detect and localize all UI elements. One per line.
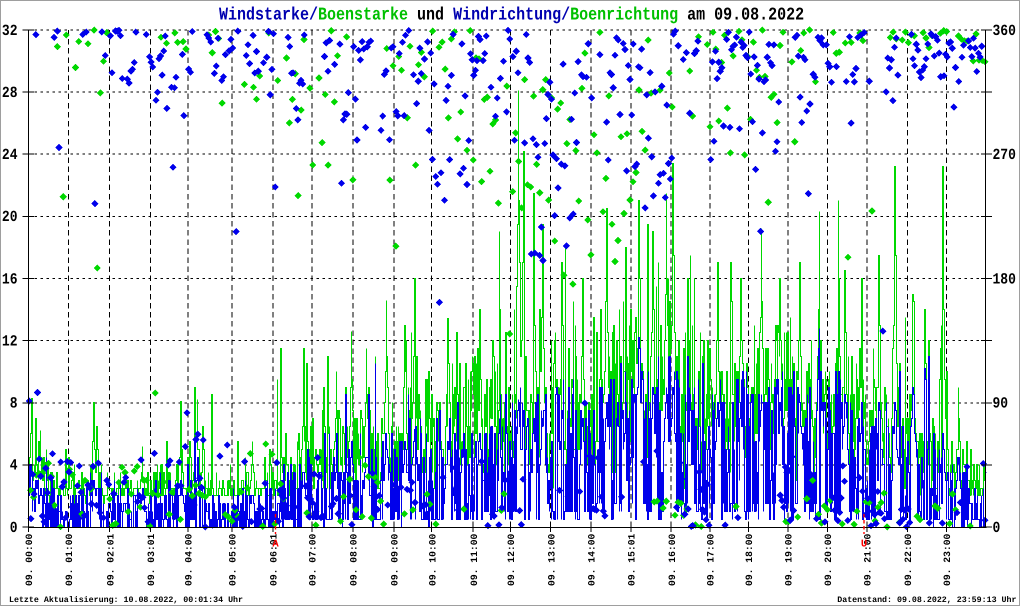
svg-text:20: 20 bbox=[2, 208, 18, 226]
svg-text:12: 12 bbox=[2, 332, 18, 350]
svg-text:Datenstand: 09.08.2022, 23:59:: Datenstand: 09.08.2022, 23:59:13 Uhr bbox=[837, 595, 1016, 605]
svg-text:32: 32 bbox=[2, 22, 18, 40]
svg-text:Windstarke/Boenstarke und Wind: Windstarke/Boenstarke und Windrichtung/B… bbox=[219, 5, 804, 25]
svg-text:0: 0 bbox=[993, 519, 1001, 537]
svg-text:24: 24 bbox=[2, 146, 18, 164]
svg-text:09. 12:00: 09. 12:00 bbox=[506, 533, 517, 586]
svg-text:16: 16 bbox=[2, 270, 18, 288]
svg-text:09. 17:00: 09. 17:00 bbox=[706, 533, 717, 586]
svg-text:09. 18:00: 09. 18:00 bbox=[744, 533, 755, 586]
svg-text:09. 10:00: 09. 10:00 bbox=[427, 533, 438, 586]
svg-text:0: 0 bbox=[10, 519, 18, 537]
svg-text:A: A bbox=[272, 539, 279, 551]
svg-text:4: 4 bbox=[10, 457, 18, 475]
svg-text:09. 13:00: 09. 13:00 bbox=[546, 533, 557, 586]
svg-text:09. 09:00: 09. 09:00 bbox=[390, 533, 401, 586]
svg-text:Letzte Aktualisierung: 10.08.2: Letzte Aktualisierung: 10.08.2022, 00:01… bbox=[9, 595, 243, 605]
svg-text:09. 01:00: 09. 01:00 bbox=[64, 533, 75, 586]
svg-text:09. 06:01: 09. 06:01 bbox=[269, 533, 280, 586]
svg-text:09. 11:00: 09. 11:00 bbox=[469, 533, 480, 586]
svg-text:09. 19:00: 09. 19:00 bbox=[784, 533, 795, 586]
svg-text:09. 23:00: 09. 23:00 bbox=[942, 533, 953, 586]
svg-text:270: 270 bbox=[993, 146, 1017, 164]
svg-text:28: 28 bbox=[2, 84, 18, 102]
svg-text:09. 00:00: 09. 00:00 bbox=[24, 533, 35, 586]
svg-text:U: U bbox=[861, 539, 867, 551]
svg-text:09. 15:01: 09. 15:01 bbox=[627, 533, 638, 586]
svg-text:09. 16:00: 09. 16:00 bbox=[667, 533, 678, 586]
svg-text:09. 21:00: 09. 21:00 bbox=[863, 533, 874, 586]
svg-text:09. 05:00: 09. 05:00 bbox=[228, 533, 239, 586]
svg-text:8: 8 bbox=[10, 394, 18, 412]
svg-text:09. 04:00: 09. 04:00 bbox=[184, 533, 195, 586]
svg-text:360: 360 bbox=[993, 22, 1017, 40]
svg-text:09. 20:00: 09. 20:00 bbox=[823, 533, 834, 586]
svg-text:09. 08:00: 09. 08:00 bbox=[349, 533, 360, 586]
svg-text:09. 22:00: 09. 22:00 bbox=[903, 533, 914, 586]
svg-text:09. 14:00: 09. 14:00 bbox=[587, 533, 598, 586]
svg-text:90: 90 bbox=[993, 394, 1009, 412]
svg-text:09. 03:01: 09. 03:01 bbox=[146, 533, 157, 586]
svg-text:09. 07:00: 09. 07:00 bbox=[307, 533, 318, 586]
svg-text:09. 02:01: 09. 02:01 bbox=[105, 533, 116, 586]
svg-text:180: 180 bbox=[993, 270, 1017, 288]
